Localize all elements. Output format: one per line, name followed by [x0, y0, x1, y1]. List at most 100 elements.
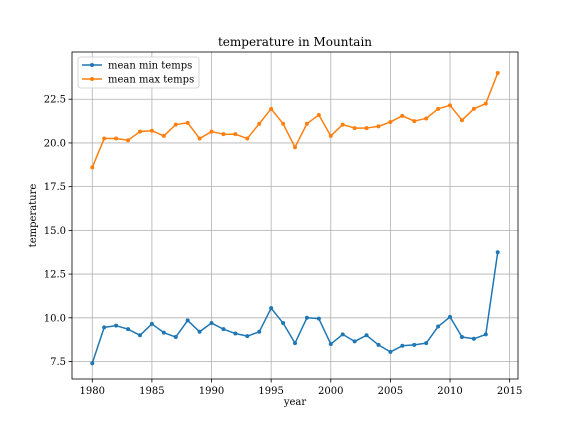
- data-point-mean-max-temps: [483, 101, 488, 106]
- data-point-mean-min-temps: [495, 250, 500, 255]
- chart-title: temperature in Mountain: [218, 35, 372, 49]
- x-tick-label: 2005: [378, 386, 403, 397]
- data-point-mean-max-temps: [316, 112, 321, 117]
- data-point-mean-min-temps: [257, 329, 262, 334]
- data-point-mean-max-temps: [245, 136, 250, 141]
- series-mean-min-temps: [90, 250, 500, 366]
- plot-frame: [71, 51, 519, 380]
- legend-entry: mean min temps: [108, 61, 192, 72]
- data-point-mean-max-temps: [209, 129, 214, 134]
- data-point-mean-min-temps: [412, 342, 417, 347]
- data-point-mean-max-temps: [388, 119, 393, 124]
- legend-box: [77, 56, 200, 89]
- data-point-mean-max-temps: [400, 113, 405, 118]
- data-point-mean-min-temps: [316, 316, 321, 321]
- data-point-mean-min-temps: [376, 342, 381, 347]
- data-point-mean-max-temps: [304, 121, 309, 126]
- data-point-mean-max-temps: [328, 133, 333, 138]
- data-point-mean-max-temps: [126, 138, 131, 143]
- grid: [72, 52, 518, 379]
- data-point-mean-max-temps: [257, 121, 262, 126]
- legend-entry: mean max temps: [108, 75, 194, 86]
- data-point-mean-min-temps: [388, 349, 393, 354]
- data-point-mean-max-temps: [424, 116, 429, 121]
- data-point-mean-min-temps: [185, 318, 190, 323]
- data-point-mean-max-temps: [459, 118, 464, 123]
- series-layer: [90, 70, 500, 366]
- data-point-mean-min-temps: [328, 342, 333, 347]
- data-point-mean-max-temps: [102, 136, 107, 141]
- x-tick-label: 2015: [497, 386, 522, 397]
- y-tick-label: 7.5: [50, 357, 66, 368]
- data-point-mean-min-temps: [459, 335, 464, 340]
- legend-marker: [90, 77, 94, 81]
- data-point-mean-max-temps: [293, 145, 297, 150]
- y-tick-label: 22.5: [44, 95, 66, 106]
- x-tick-label: 1995: [258, 386, 283, 397]
- data-point-mean-max-temps: [352, 126, 357, 131]
- data-point-mean-max-temps: [376, 124, 381, 129]
- data-point-mean-max-temps: [269, 106, 274, 111]
- data-point-mean-min-temps: [448, 314, 453, 319]
- data-point-mean-min-temps: [269, 306, 274, 311]
- data-point-mean-min-temps: [173, 335, 178, 340]
- data-point-mean-max-temps: [161, 133, 166, 138]
- data-point-mean-min-temps: [233, 331, 238, 336]
- y-tick-label: 17.5: [44, 182, 66, 193]
- x-tick-label: 1990: [199, 386, 224, 397]
- data-point-mean-min-temps: [161, 330, 166, 335]
- data-point-mean-max-temps: [233, 132, 238, 137]
- data-point-mean-min-temps: [137, 333, 142, 338]
- data-point-mean-max-temps: [197, 136, 202, 141]
- data-point-mean-max-temps: [149, 128, 154, 133]
- data-point-mean-min-temps: [436, 324, 441, 329]
- data-point-mean-min-temps: [245, 334, 250, 339]
- data-point-mean-max-temps: [90, 165, 95, 170]
- data-point-mean-min-temps: [281, 321, 286, 326]
- data-point-mean-max-temps: [495, 70, 500, 75]
- data-point-mean-max-temps: [340, 122, 345, 127]
- y-tick-label: 12.5: [44, 270, 66, 281]
- data-point-mean-max-temps: [185, 120, 190, 125]
- data-point-mean-min-temps: [209, 321, 214, 326]
- data-point-mean-min-temps: [471, 336, 476, 341]
- y-tick-label: 20.0: [44, 138, 66, 149]
- series-mean-max-temps: [90, 70, 500, 170]
- data-point-mean-min-temps: [149, 321, 154, 326]
- x-tick-label: 1985: [139, 386, 164, 397]
- data-point-mean-min-temps: [102, 325, 107, 330]
- data-point-mean-min-temps: [114, 323, 119, 328]
- x-axis: 1980 1985 1990 1995 2000 2005 2010 2015: [80, 379, 522, 397]
- data-point-mean-max-temps: [114, 136, 119, 141]
- y-axis-label: temperature: [28, 184, 39, 248]
- data-point-mean-max-temps: [281, 121, 286, 126]
- data-point-mean-max-temps: [412, 119, 417, 124]
- y-axis: 7.5 10.0 12.5 15.0 17.5 20.0 22.5: [44, 95, 72, 368]
- data-point-mean-min-temps: [304, 315, 309, 320]
- legend-marker: [90, 63, 94, 67]
- data-point-mean-min-temps: [483, 332, 488, 337]
- data-point-mean-min-temps: [364, 333, 369, 338]
- x-tick-label: 2000: [318, 386, 343, 397]
- data-point-mean-min-temps: [90, 361, 95, 366]
- legend: mean min temps mean max temps: [77, 56, 200, 89]
- data-point-mean-max-temps: [364, 126, 369, 131]
- data-point-mean-max-temps: [137, 129, 142, 134]
- x-tick-label: 2010: [437, 386, 462, 397]
- data-point-mean-min-temps: [126, 327, 131, 332]
- data-point-mean-min-temps: [400, 343, 405, 348]
- data-point-mean-min-temps: [424, 341, 429, 346]
- data-point-mean-min-temps: [293, 341, 297, 346]
- data-point-mean-max-temps: [471, 106, 476, 111]
- y-tick-label: 10.0: [44, 313, 66, 324]
- data-point-mean-min-temps: [340, 332, 345, 337]
- data-point-mean-min-temps: [197, 329, 202, 334]
- x-axis-label: year: [283, 397, 307, 408]
- y-tick-label: 15.0: [44, 226, 66, 237]
- data-point-mean-min-temps: [352, 339, 357, 344]
- data-point-mean-max-temps: [448, 103, 453, 108]
- data-point-mean-max-temps: [436, 106, 441, 111]
- x-tick-label: 1980: [80, 386, 105, 397]
- data-point-mean-min-temps: [221, 327, 226, 332]
